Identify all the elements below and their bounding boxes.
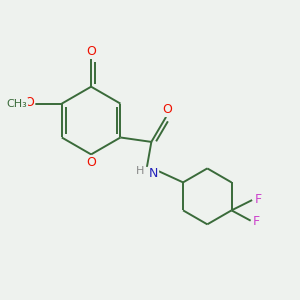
Text: H: H — [136, 166, 145, 176]
Text: F: F — [253, 215, 260, 228]
Text: O: O — [86, 156, 96, 169]
Text: O: O — [25, 96, 34, 109]
Text: O: O — [163, 103, 172, 116]
Text: O: O — [86, 45, 96, 58]
Text: N: N — [149, 167, 158, 180]
Text: F: F — [254, 193, 262, 206]
Text: CH₃: CH₃ — [6, 99, 27, 109]
